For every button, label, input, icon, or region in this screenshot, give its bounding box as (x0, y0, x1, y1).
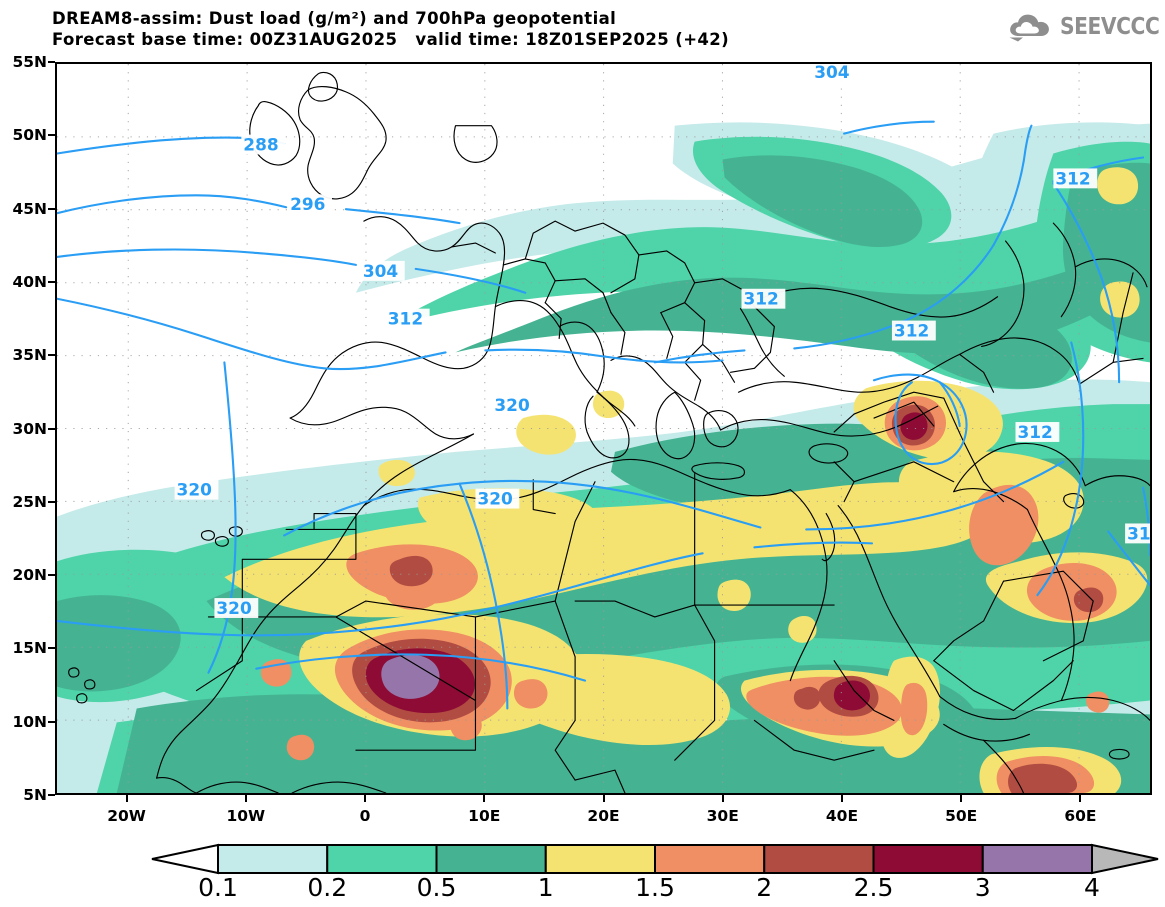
y-axis: 5N 10N 15N 20N 25N 30N 35N 40N 45N 50N 55N (0, 53, 55, 804)
colorbar-tick-label: 4 (1084, 873, 1100, 902)
x-axis-tick-label: 20E (587, 807, 620, 825)
y-axis-tick-label: 25N (12, 492, 47, 511)
cloud-icon (1009, 14, 1049, 42)
y-axis-tick-mark (48, 500, 55, 503)
y-axis-tick-label: 55N (12, 53, 47, 71)
y-axis-tick-label: 50N (12, 126, 47, 145)
svg-text:312: 312 (388, 309, 423, 329)
y-axis-tick-label: 40N (12, 272, 47, 291)
geopotential-contours (57, 120, 1150, 710)
colorbar-tick-label: 1 (537, 873, 554, 902)
colorbar-swatch (872, 844, 984, 874)
colorbar-tick-label: 3 (974, 873, 991, 902)
svg-text:312: 312 (743, 289, 778, 309)
svg-text:296: 296 (290, 194, 325, 214)
x-axis-tick-label: 30E (706, 807, 739, 825)
colorbar-tick-label: 0.1 (198, 873, 238, 902)
colorbar-swatches (151, 843, 1159, 875)
svg-text:312: 312 (1017, 422, 1052, 442)
x-axis-tick-mark (125, 795, 128, 802)
x-axis-tick-label: 10E (468, 807, 501, 825)
colorbar-tick-label: 0.2 (307, 873, 348, 902)
colorbar: 0.1 0.2 0.5 1 1.5 2 2.5 3 4 (150, 843, 1160, 905)
svg-text:312: 312 (894, 321, 929, 341)
colorbar-extend-low (151, 843, 219, 875)
colorbar-swatch (763, 844, 875, 874)
colorbar-tick-labels: 0.1 0.2 0.5 1 1.5 2 2.5 3 4 (150, 873, 1160, 905)
colorbar-swatch (217, 844, 329, 874)
map-plot-area: 288 296 304 304 312 312 312 (55, 62, 1152, 795)
dust-load-map: 288 296 304 304 312 312 312 (57, 64, 1150, 793)
x-axis-tick-label: 50E (945, 807, 978, 825)
colorbar-swatch (326, 844, 438, 874)
y-axis-tick-mark (48, 280, 55, 283)
seevccc-logo: SEEVCCC (1007, 10, 1160, 44)
x-axis-tick-mark (364, 795, 367, 802)
chart-header: DREAM8-assim: Dust load (g/m²) and 700hP… (0, 0, 1165, 58)
x-axis-tick-label: 60E (1064, 807, 1097, 825)
y-axis-tick-mark (48, 427, 55, 430)
x-axis-tick-label: 40E (825, 807, 859, 825)
y-axis-tick-label: 10N (12, 712, 47, 731)
colorbar-tick-label: 2 (756, 873, 773, 902)
svg-text:304: 304 (363, 261, 398, 281)
y-axis-tick-label: 5N (23, 786, 47, 804)
x-axis-tick-label: 10W (226, 807, 266, 825)
y-axis-tick-mark (48, 207, 55, 210)
svg-text:31: 31 (1127, 523, 1150, 543)
svg-text:304: 304 (814, 64, 849, 82)
x-axis-tick-label: 0 (359, 807, 371, 825)
valid-time-text: valid time: 18Z01SEP2025 (+42) (415, 30, 730, 49)
colorbar-tick-label: 2.5 (853, 873, 894, 902)
x-axis-tick-mark (602, 795, 605, 802)
contour-labels: 288 296 304 304 312 312 312 (174, 64, 1150, 618)
y-axis-tick-mark (48, 647, 55, 650)
y-axis-tick-label: 15N (12, 639, 47, 658)
svg-text:320: 320 (494, 395, 529, 415)
x-axis-tick-mark (721, 795, 724, 802)
y-axis-tick-label: 35N (12, 346, 47, 365)
colorbar-swatch (981, 844, 1093, 874)
svg-text:320: 320 (216, 598, 251, 618)
svg-text:312: 312 (1055, 168, 1090, 188)
y-axis-tick-mark (48, 574, 55, 577)
x-axis-tick-mark (483, 795, 486, 802)
svg-text:320: 320 (177, 480, 212, 500)
x-axis-tick-mark (1079, 795, 1082, 802)
colorbar-tick-label: 0.5 (416, 873, 457, 902)
logo-text: SEEVCCC (1060, 13, 1160, 40)
x-axis-tick-mark (244, 795, 247, 802)
colorbar-swatch (435, 844, 547, 874)
forecast-time-line: Forecast base time: 00Z31AUG2025 valid ti… (52, 29, 729, 50)
base-time-text: Forecast base time: 00Z31AUG2025 (52, 30, 398, 49)
y-axis-tick-mark (48, 134, 55, 137)
map-frame: 288 296 304 304 312 312 312 (55, 62, 1152, 795)
coastlines-and-borders (68, 71, 1150, 793)
colorbar-tick-label: 1.5 (635, 873, 675, 902)
x-axis-tick-mark (840, 795, 843, 802)
title-block: DREAM8-assim: Dust load (g/m²) and 700hP… (52, 8, 729, 50)
y-axis-tick-mark (48, 720, 55, 723)
colorbar-extend-high (1091, 843, 1159, 875)
svg-text:288: 288 (243, 135, 278, 155)
y-axis-tick-label: 20N (12, 566, 47, 585)
x-axis: 20W 10W 0 10E 20E 30E 40E 50E 60E (55, 795, 1152, 829)
x-axis-tick-label: 20W (107, 807, 146, 825)
y-axis-tick-mark (48, 354, 55, 357)
y-axis-tick-mark (48, 61, 55, 63)
svg-text:320: 320 (477, 489, 512, 509)
page-title: DREAM8-assim: Dust load (g/m²) and 700hP… (52, 9, 617, 28)
colorbar-swatch (544, 844, 656, 874)
y-axis-tick-mark (48, 794, 55, 796)
y-axis-tick-label: 30N (12, 419, 47, 438)
colorbar-swatch (654, 844, 766, 874)
x-axis-tick-mark (960, 795, 963, 802)
y-axis-tick-label: 45N (12, 199, 47, 218)
